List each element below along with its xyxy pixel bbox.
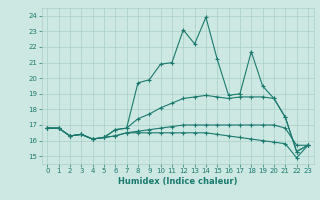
X-axis label: Humidex (Indice chaleur): Humidex (Indice chaleur): [118, 177, 237, 186]
